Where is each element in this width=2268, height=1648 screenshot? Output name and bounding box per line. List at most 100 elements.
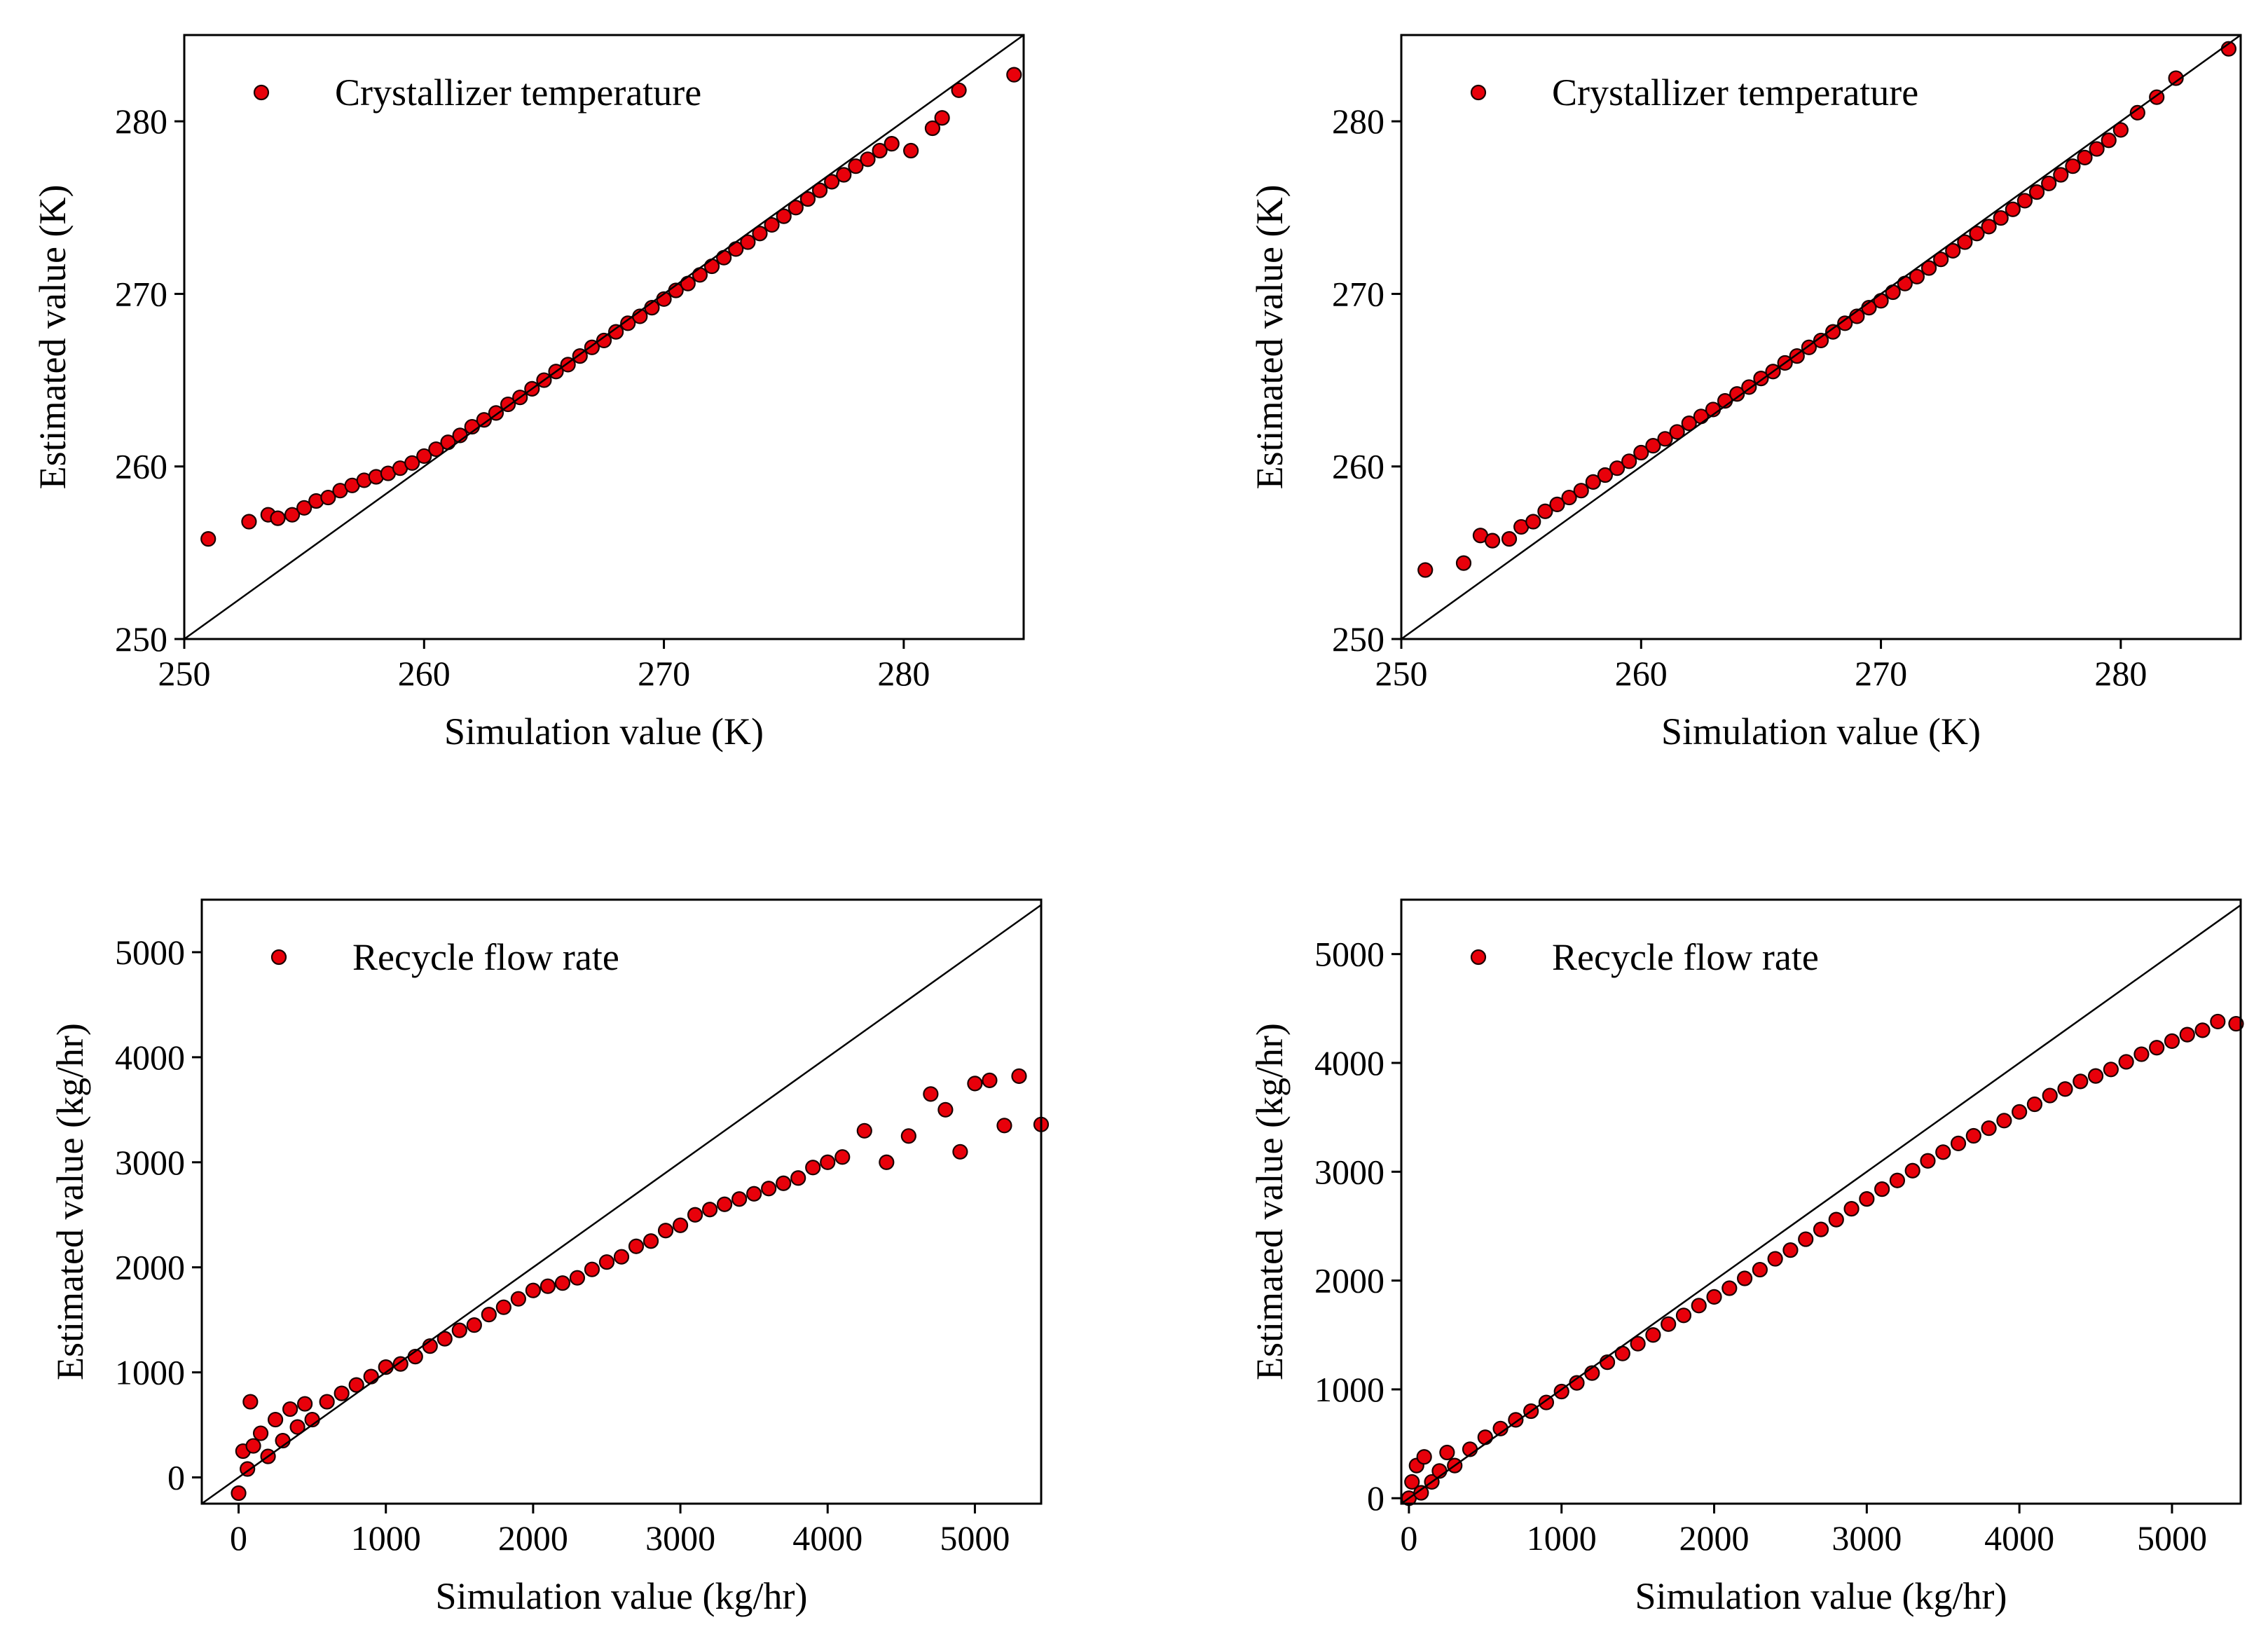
data-point [2129,104,2145,121]
data-point [1561,489,1577,506]
data-point [1621,453,1637,469]
data-point [1736,1270,1753,1286]
data-point [716,249,732,266]
data-point [1413,1485,1429,1501]
x-tick-label: 3000 [645,1518,715,1558]
data-point [539,1278,556,1294]
x-axis-title: Simulation value (kg/hr) [1635,1575,2007,1617]
panel-top-right: 250 260 270 280 250 260 270 280 Crystallizer t… [1249,34,2242,753]
data-point [752,226,768,242]
data-point [267,1411,284,1428]
legend-label: Crystallizer temperature [335,71,701,114]
data-point [1920,1153,1936,1169]
data-point [1675,1307,1692,1324]
data-point [788,200,804,216]
data-point [252,1425,269,1441]
data-point [1950,1135,1967,1152]
data-point [1782,1242,1799,1258]
data-point [241,514,257,530]
data-point [1404,1474,1420,1490]
data-point [764,217,780,233]
data-point [2005,201,2021,217]
data-point [1661,1316,1677,1332]
data-point [903,142,919,159]
data-point [1630,1335,1646,1352]
x-tick-label: 260 [1615,654,1668,693]
data-point [2087,1068,2104,1084]
data-point [282,1401,298,1417]
data-point [2041,175,2057,191]
data-point [1885,284,1901,301]
data-point [872,142,888,159]
scatter-points [200,67,1022,547]
y-tick-label: 3000 [115,1143,185,1182]
data-point [1439,1444,1455,1461]
x-tick-label: 280 [2094,654,2147,693]
y-tick-label: 1000 [1314,1370,1384,1409]
data-point [1669,424,1685,440]
data-point [952,1144,968,1160]
data-point [848,158,864,174]
data-point [416,448,432,465]
data-point [554,1275,571,1291]
data-point [1920,260,1937,276]
data-point [2112,122,2129,138]
data-point [923,1086,939,1102]
x-tick-label: 250 [158,654,211,693]
x-axis-ticks: 0 1000 2000 3000 4000 5000 [230,1504,1010,1558]
data-point [900,1128,916,1144]
y-tick-label: 4000 [115,1038,185,1077]
data-point [319,1394,335,1410]
y-tick-label: 1000 [115,1353,185,1392]
data-point [811,182,828,198]
data-point [982,1072,998,1088]
data-point [937,1101,954,1118]
legend-label: Crystallizer temperature [1552,71,1918,114]
data-point [1484,533,1501,549]
y-axis-ticks: 250 260 270 280 [115,102,184,659]
data-point [466,1317,482,1333]
y-axis-title: Estimated value (kg/hr) [49,1023,91,1380]
x-tick-label: 2000 [1679,1518,1750,1558]
data-point [481,1307,497,1323]
data-point [284,507,301,523]
legend-marker [1470,949,1487,966]
data-point [1657,431,1673,447]
data-point [1859,1191,1875,1207]
y-axis-ticks: 250 260 270 280 [1332,102,1401,659]
identity-line [201,904,1042,1505]
data-point [569,1270,586,1286]
data-point [2053,167,2069,183]
data-point [525,1282,541,1298]
data-point [2028,184,2045,200]
y-axis-title: Estimated value (K) [1249,185,1291,490]
y-tick-label: 260 [115,447,167,486]
data-point [731,1191,748,1207]
plot-frame [183,34,1025,640]
data-point [1477,1429,1493,1446]
data-point [363,1368,379,1385]
data-point [924,120,941,137]
data-point [1508,1412,1524,1428]
x-tick-label: 280 [877,654,930,693]
data-point [1935,1144,1951,1160]
y-axis-ticks: 0 1000 2000 3000 4000 5000 [1314,935,1401,1518]
data-point [1843,1200,1860,1217]
x-tick-label: 1000 [351,1518,421,1558]
data-point [451,1322,467,1338]
data-point [1813,1221,1829,1237]
data-point [596,332,612,349]
data-point [2103,1062,2119,1078]
y-axis-title: Estimated value (kg/hr) [1249,1023,1291,1380]
data-point [1729,386,1745,402]
y-tick-label: 0 [167,1458,185,1497]
data-point [692,267,708,283]
x-axis-ticks: 250 260 270 280 [1375,639,2147,693]
data-point [2118,1054,2134,1070]
data-point [1957,234,1973,250]
data-point [1837,315,1853,331]
data-point [799,191,816,207]
y-tick-label: 270 [115,274,167,313]
data-point [2149,1040,2165,1056]
y-tick-label: 0 [1367,1478,1384,1518]
